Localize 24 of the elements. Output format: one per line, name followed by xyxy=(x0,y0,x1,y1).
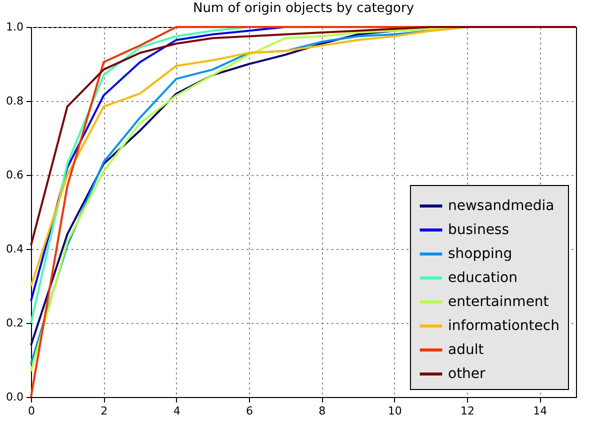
y-tick-label: 0.8 xyxy=(6,94,24,108)
x-tick-label: 12 xyxy=(460,404,474,418)
x-tick-label: 10 xyxy=(388,404,402,418)
legend-label: other xyxy=(448,366,486,382)
x-tick-label: 2 xyxy=(100,404,108,418)
x-tick-label: 14 xyxy=(533,404,548,418)
x-tick-label: 6 xyxy=(246,404,253,418)
x-tick-label: 0 xyxy=(28,404,35,418)
legend-label: business xyxy=(448,222,510,238)
legend-label: adult xyxy=(448,342,484,358)
legend-label: newsandmedia xyxy=(448,198,554,214)
legend-label: entertainment xyxy=(448,294,550,310)
legend-label: education xyxy=(448,270,518,286)
line-series xyxy=(30,26,577,246)
chart-title: Num of origin objects by category xyxy=(192,1,414,16)
legend-label: informationtech xyxy=(448,318,560,334)
y-tick-label: 0.0 xyxy=(6,390,24,404)
legend-label: shopping xyxy=(448,246,512,262)
x-tick-label: 4 xyxy=(173,404,180,418)
y-tick-label: 0.6 xyxy=(6,168,24,182)
x-tick-label: 8 xyxy=(318,404,326,418)
y-tick-label: 1.0 xyxy=(6,20,24,34)
y-tick-label: 0.2 xyxy=(6,316,24,330)
y-tick-label: 0.4 xyxy=(6,242,24,256)
